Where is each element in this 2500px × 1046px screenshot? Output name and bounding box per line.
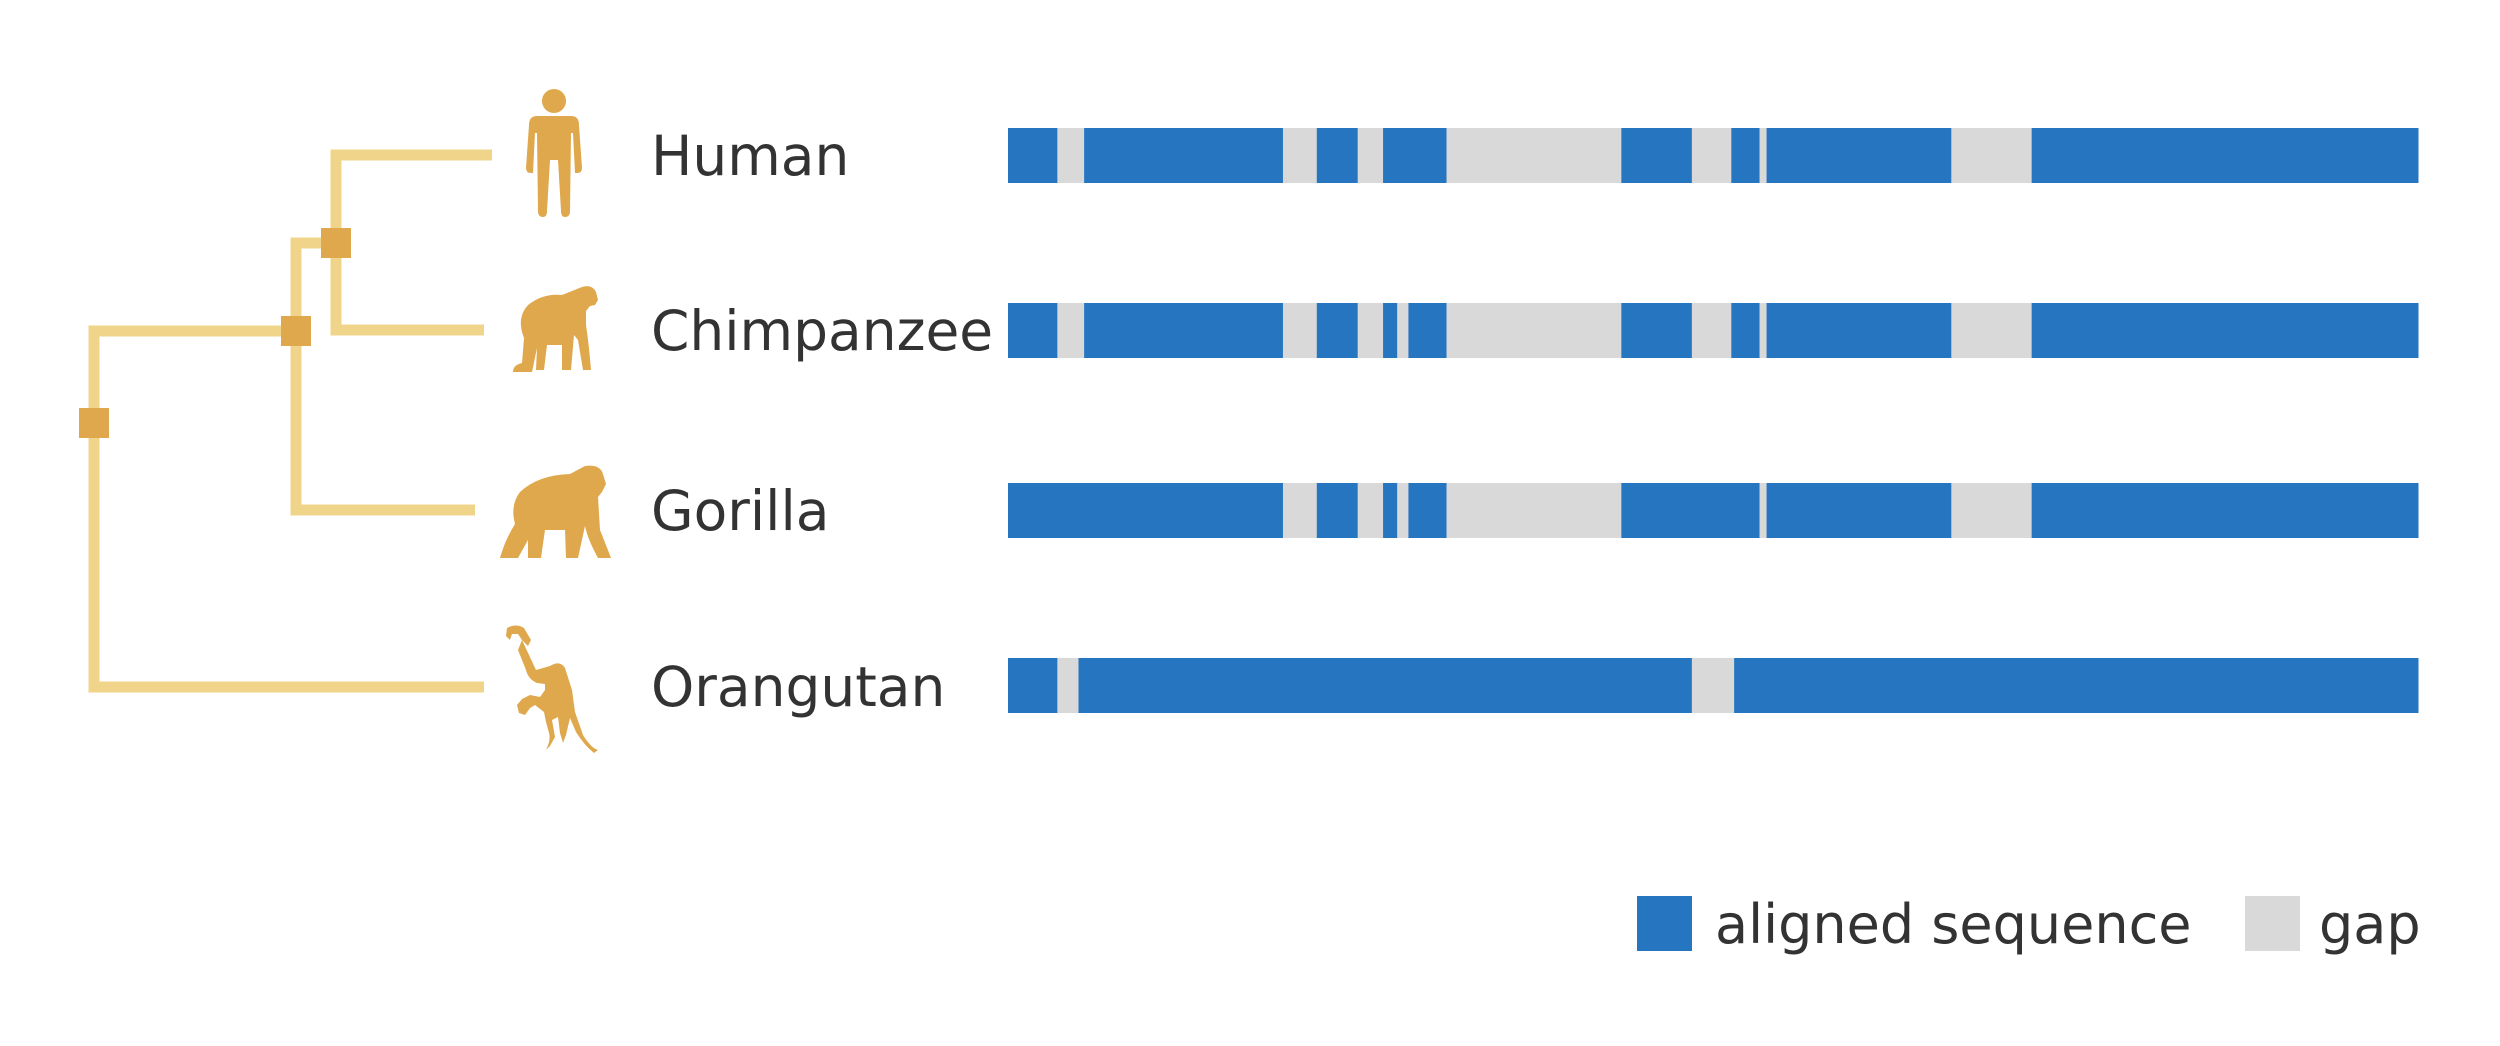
track-human: [1008, 128, 2419, 183]
node-root: [79, 408, 109, 438]
gap-segment: [1282, 483, 1318, 538]
phylogenetic-tree: [88, 149, 492, 693]
gap-segment: [1057, 658, 1079, 713]
aligned-segment: [1008, 483, 1284, 538]
aligned-segment: [1766, 483, 1952, 538]
gap-segment: [1397, 483, 1409, 538]
orangutan-icon: [506, 625, 598, 753]
gorilla-icon: [500, 465, 611, 558]
aligned-segment: [1316, 303, 1359, 358]
gap-segment: [1691, 303, 1732, 358]
gap-segment: [1057, 128, 1085, 183]
aligned-segment: [1731, 128, 1761, 183]
gap-segment: [1759, 303, 1768, 358]
aligned-segment: [1316, 128, 1359, 183]
gap-segment: [1759, 483, 1768, 538]
alignment-tracks: [1008, 128, 2419, 713]
species-label-orangutan: Orangutan: [651, 655, 945, 719]
node-hcg: [281, 316, 311, 346]
aligned-segment: [1084, 128, 1284, 183]
legend-aligned-label: aligned sequence: [1715, 893, 2191, 956]
aligned-segment: [1008, 128, 1058, 183]
species-label-chimpanzee: Chimpanzee: [651, 299, 993, 363]
gap-segment: [1951, 303, 2033, 358]
aligned-segment: [1008, 303, 1058, 358]
node-human-chimp: [321, 228, 351, 258]
aligned-segment: [1408, 483, 1448, 538]
gap-segment: [1446, 483, 1622, 538]
aligned-segment: [2031, 128, 2419, 183]
gap-segment: [1282, 303, 1318, 358]
aligned-segment: [1766, 303, 1952, 358]
species-label-human: Human: [651, 124, 849, 188]
gap-segment: [1357, 483, 1384, 538]
gap-segment: [1446, 128, 1622, 183]
gap-segment: [1282, 128, 1318, 183]
aligned-segment: [1766, 128, 1952, 183]
gap-segment: [1691, 658, 1735, 713]
track-orangutan: [1008, 658, 2419, 713]
aligned-segment: [1078, 658, 1693, 713]
legend-gap-label: gap: [2319, 893, 2421, 956]
aligned-segment: [1008, 658, 1058, 713]
legend-aligned-swatch: [1637, 896, 1692, 951]
gap-segment: [1691, 128, 1732, 183]
aligned-segment: [2031, 483, 2419, 538]
human-icon: [526, 89, 582, 217]
aligned-segment: [1084, 303, 1284, 358]
tree-nodes: [79, 228, 351, 438]
aligned-segment: [1621, 303, 1693, 358]
species-label-gorilla: Gorilla: [651, 479, 829, 543]
gap-segment: [1057, 303, 1085, 358]
aligned-segment: [2031, 303, 2419, 358]
legend-gap-swatch: [2245, 896, 2300, 951]
aligned-segment: [1383, 483, 1398, 538]
track-chimpanzee: [1008, 303, 2419, 358]
aligned-segment: [1383, 128, 1448, 183]
aligned-segment: [1731, 303, 1761, 358]
gap-segment: [1951, 483, 2033, 538]
track-gorilla: [1008, 483, 2419, 538]
gap-segment: [1357, 303, 1384, 358]
aligned-segment: [1383, 303, 1398, 358]
gap-segment: [1759, 128, 1768, 183]
aligned-segment: [1621, 483, 1761, 538]
gap-segment: [1446, 303, 1622, 358]
legend: aligned sequence gap: [1637, 893, 2421, 956]
aligned-segment: [1408, 303, 1448, 358]
aligned-segment: [1734, 658, 2419, 713]
aligned-segment: [1316, 483, 1359, 538]
chimpanzee-icon: [513, 286, 598, 372]
aligned-segment: [1621, 128, 1693, 183]
gap-segment: [1357, 128, 1384, 183]
gap-segment: [1397, 303, 1409, 358]
gap-segment: [1951, 128, 2033, 183]
